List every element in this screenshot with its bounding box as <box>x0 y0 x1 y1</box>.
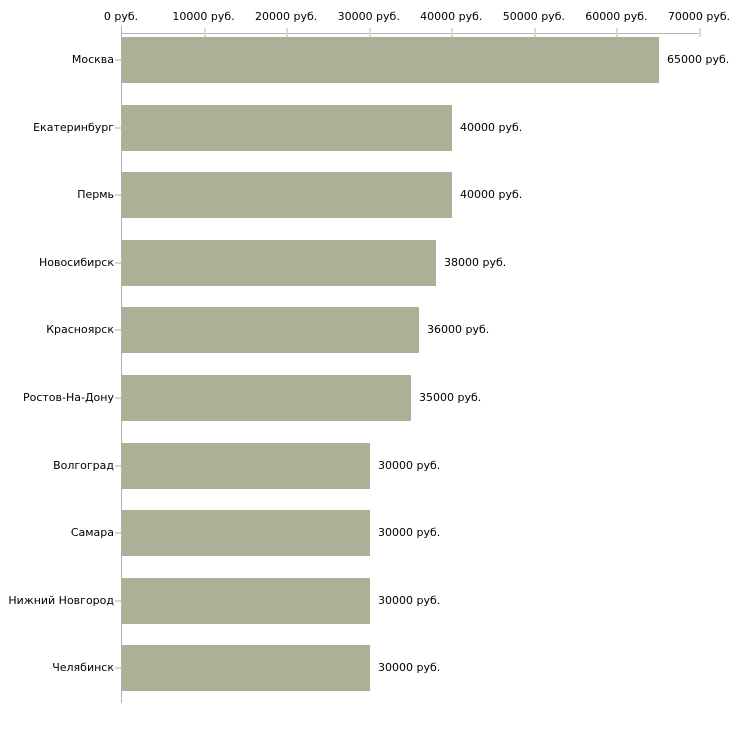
category-label: Нижний Новгород <box>8 594 114 608</box>
value-label: 40000 руб. <box>460 121 523 135</box>
y-tick-mark <box>115 397 121 399</box>
x-tick-label: 50000 руб. <box>502 10 565 23</box>
y-tick-mark <box>115 262 121 264</box>
category-label: Красноярск <box>46 323 114 337</box>
value-label: 40000 руб. <box>460 188 523 202</box>
category-label: Москва <box>71 53 114 67</box>
x-tick-label: 40000 руб. <box>420 10 483 23</box>
bar <box>122 172 452 218</box>
y-axis-line <box>121 26 122 703</box>
y-tick-mark <box>115 329 121 331</box>
category-label: Челябинск <box>52 661 114 675</box>
bar <box>122 443 370 489</box>
value-label: 65000 руб. <box>667 53 730 67</box>
x-tick-mark <box>369 28 371 37</box>
bar <box>122 510 370 556</box>
x-tick-mark <box>204 28 206 37</box>
y-tick-mark <box>115 59 121 61</box>
x-tick-label: 20000 руб. <box>255 10 318 23</box>
category-label: Самара <box>70 526 114 540</box>
value-label: 30000 руб. <box>378 526 441 540</box>
y-tick-mark <box>115 667 121 669</box>
bar <box>122 578 370 624</box>
x-tick-label: 70000 руб. <box>667 10 730 23</box>
value-label: 36000 руб. <box>427 323 490 337</box>
x-tick-label: 30000 руб. <box>337 10 400 23</box>
y-tick-mark <box>115 127 121 129</box>
bar <box>122 307 419 353</box>
value-label: 38000 руб. <box>444 256 507 270</box>
bar <box>122 37 659 83</box>
x-tick-mark <box>286 28 288 37</box>
bar <box>122 240 436 286</box>
value-label: 35000 руб. <box>419 391 482 405</box>
value-label: 30000 руб. <box>378 459 441 473</box>
x-tick-mark <box>699 28 701 37</box>
bar <box>122 645 370 691</box>
bar <box>122 105 452 151</box>
y-tick-mark <box>115 600 121 602</box>
x-axis-line <box>121 33 701 34</box>
category-label: Пермь <box>77 188 114 202</box>
bar <box>122 375 411 421</box>
x-tick-mark <box>616 28 618 37</box>
x-tick-label: 10000 руб. <box>172 10 235 23</box>
value-label: 30000 руб. <box>378 594 441 608</box>
category-label: Ростов-На-Дону <box>22 391 114 405</box>
value-label: 30000 руб. <box>378 661 441 675</box>
y-tick-mark <box>115 532 121 534</box>
category-label: Екатеринбург <box>33 121 114 135</box>
x-tick-mark <box>534 28 536 37</box>
y-tick-mark <box>115 465 121 467</box>
category-label: Волгоград <box>53 459 114 473</box>
category-label: Новосибирск <box>38 256 114 270</box>
x-tick-mark <box>451 28 453 37</box>
y-tick-mark <box>115 194 121 196</box>
x-tick-label: 0 руб. <box>103 10 139 23</box>
x-tick-label: 60000 руб. <box>585 10 648 23</box>
